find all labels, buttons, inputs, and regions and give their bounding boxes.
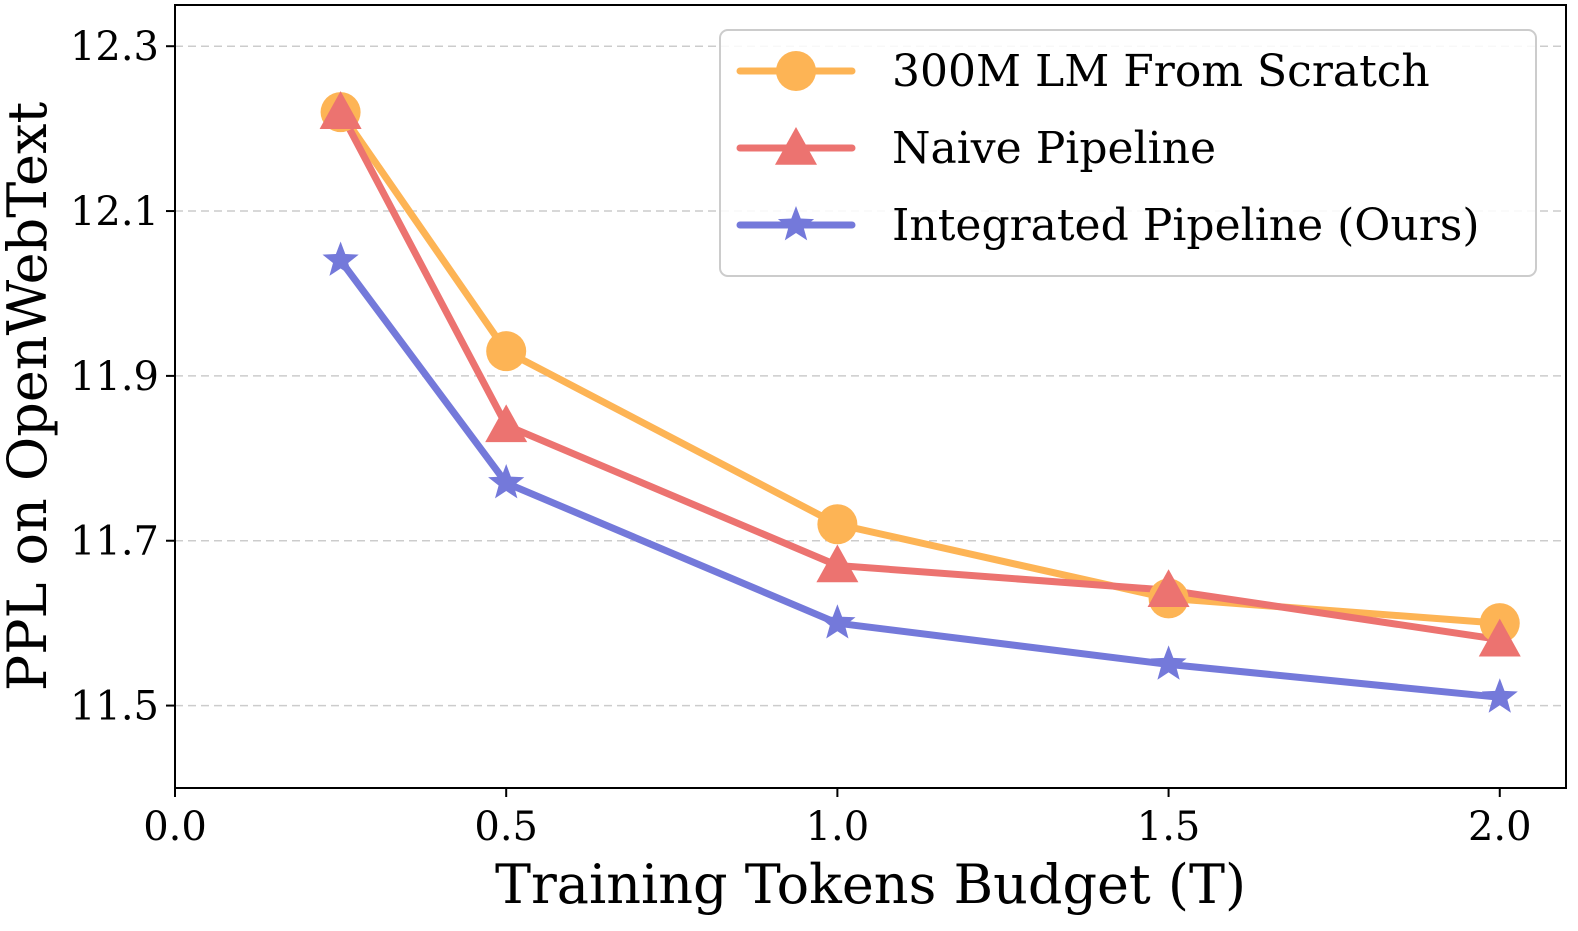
data-point-naive-pipeline [319, 91, 362, 129]
y-tick-label: 11.7 [70, 519, 159, 565]
legend-label-integrated-pipeline-ours: Integrated Pipeline (Ours) [892, 200, 1480, 251]
series-markers [319, 91, 1521, 713]
x-tick-label: 0.0 [143, 804, 207, 850]
legend-marker-naive-pipeline [775, 127, 817, 165]
data-point-naive-pipeline [1478, 618, 1521, 657]
data-point-naive-pipeline [816, 544, 859, 583]
data-point-integrated-pipeline-ours [488, 464, 525, 499]
data-point-300m-lm-from-scratch [486, 331, 527, 372]
data-point-integrated-pipeline-ours [322, 241, 359, 276]
y-axis-title: PPL on OpenWebText [0, 102, 59, 692]
y-tick-label: 12.1 [70, 189, 159, 235]
legend-marker-integrated-pipeline-ours [777, 206, 815, 241]
legend-label-300m-lm-from-scratch: 300M LM From Scratch [892, 46, 1430, 97]
legend: 300M LM From Scratch Naive Pipeline Integr… [719, 29, 1537, 277]
legend-label-naive-pipeline: Naive Pipeline [892, 123, 1216, 174]
data-point-naive-pipeline [485, 404, 528, 443]
y-tick-label: 11.5 [70, 684, 159, 730]
y-tick-label: 11.9 [70, 354, 159, 400]
data-point-naive-pipeline [1147, 569, 1190, 607]
x-tick-label: 0.5 [474, 804, 538, 850]
data-point-integrated-pipeline-ours [1150, 645, 1187, 680]
data-point-300m-lm-from-scratch [817, 504, 858, 545]
x-axis-title: Training Tokens Budget (T) [495, 853, 1246, 916]
data-point-integrated-pipeline-ours [1481, 678, 1518, 713]
legend-box [719, 29, 1537, 277]
x-tick-label: 1.5 [1137, 804, 1201, 850]
x-tick-label: 2.0 [1468, 804, 1532, 850]
legend-marker-300m-lm-from-scratch [776, 51, 816, 91]
data-point-integrated-pipeline-ours [819, 604, 856, 639]
x-tick-label: 1.0 [806, 804, 870, 850]
plot-area-frame [174, 4, 1567, 789]
y-tick-label: 12.3 [70, 24, 159, 70]
axis-ticks: 11.5 11.7 11.9 12.1 12.3 0.0 0.5 1.0 1.5 2.0 [70, 24, 1532, 850]
